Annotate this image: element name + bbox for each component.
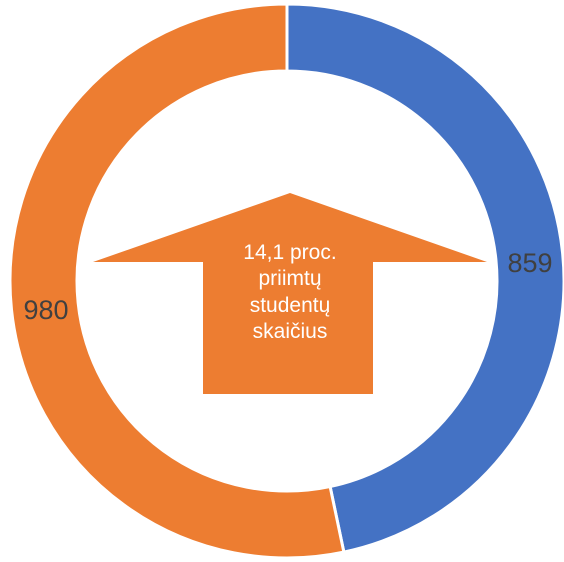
annotation-line-2: priimtų bbox=[258, 267, 321, 290]
annotation-line-1: 14,1 proc. bbox=[243, 241, 336, 264]
annotation-line-4: skaičius bbox=[253, 320, 328, 343]
donut-slice-859 bbox=[285, 2, 564, 554]
slice-label-859: 859 bbox=[507, 248, 552, 278]
donut-slices bbox=[8, 2, 564, 560]
up-arrow-annotation bbox=[93, 193, 487, 394]
donut-slice-980 bbox=[8, 2, 346, 560]
slice-label-980: 980 bbox=[23, 295, 68, 325]
annotation-line-3: studentų bbox=[250, 294, 331, 317]
